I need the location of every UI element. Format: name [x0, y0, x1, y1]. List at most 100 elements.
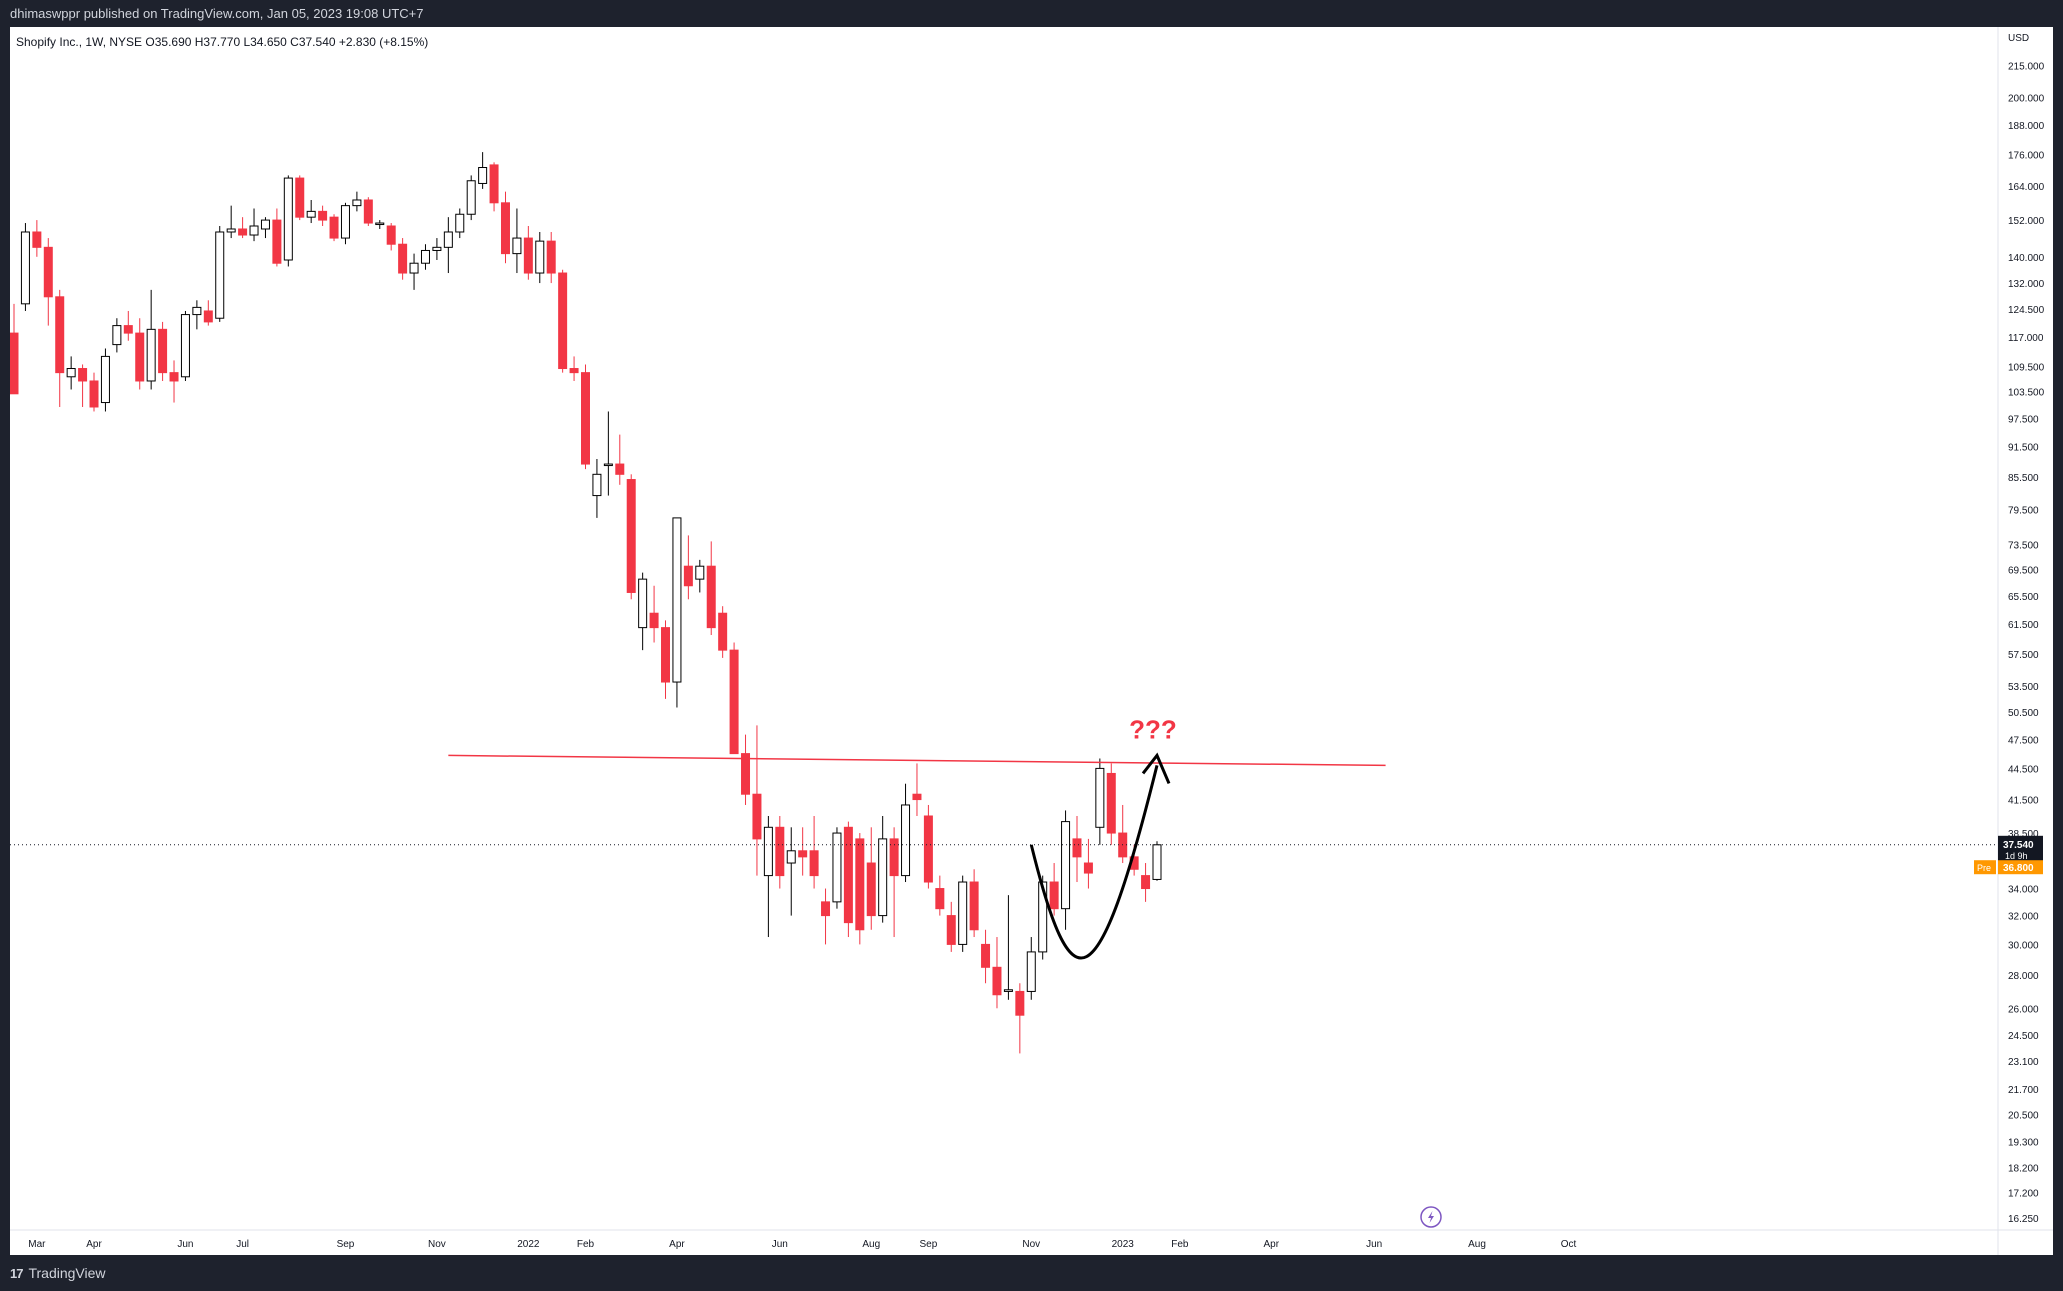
- candle-body: [752, 793, 762, 840]
- time-axis[interactable]: Mar Apr Jun Jul Sep Nov 2022 Feb Apr Jun Aug Sep Nov…: [10, 1229, 2053, 1250]
- candle-body: [1083, 862, 1093, 874]
- candle-body: [912, 793, 922, 801]
- curved-arrow-path[interactable]: [1029, 765, 1159, 960]
- resistance-trend-line[interactable]: [448, 754, 1386, 767]
- candle-body: [775, 826, 785, 877]
- candle-body: [809, 850, 819, 877]
- candle-body: [889, 838, 899, 877]
- time-label: Feb: [577, 1239, 595, 1250]
- candles-layer: [9, 152, 1162, 1054]
- candle-body: [1141, 875, 1151, 890]
- candle-body: [535, 240, 545, 274]
- price-tick-label: 124.500: [2008, 305, 2045, 316]
- candle-body: [1049, 881, 1059, 910]
- candle-body: [592, 473, 602, 497]
- candle-body: [283, 177, 293, 261]
- price-tick-label: 140.000: [2008, 253, 2045, 264]
- candle-body: [843, 826, 853, 924]
- candle-body: [100, 355, 110, 404]
- candle-body: [43, 246, 53, 298]
- time-label: Apr: [86, 1239, 102, 1250]
- candle-body: [649, 612, 659, 629]
- price-tick-label: 17.200: [2008, 1189, 2039, 1200]
- candle-body: [455, 213, 465, 233]
- price-tick-label: 23.100: [2008, 1057, 2039, 1068]
- candle-body: [958, 881, 968, 945]
- pre-price-badge: [1998, 860, 2043, 875]
- pre-market-tag: [1974, 860, 1996, 875]
- candle-body: [443, 231, 453, 248]
- time-label: Oct: [1561, 1239, 1577, 1250]
- overlay-layer: ???: [10, 714, 1998, 960]
- candle-body: [55, 296, 65, 374]
- candle-body: [798, 850, 808, 858]
- candle-body: [1003, 989, 1013, 992]
- candle-body: [638, 578, 648, 629]
- countdown-label: 1d 9h: [2005, 851, 2028, 861]
- candle-body: [741, 753, 751, 795]
- candle-body: [546, 240, 556, 274]
- candle-body: [683, 565, 693, 587]
- candle-body: [66, 368, 76, 378]
- price-tick-label: 117.000: [2008, 333, 2044, 344]
- price-tick-label: 164.000: [2008, 182, 2045, 193]
- candle-body: [169, 372, 179, 382]
- candle-body: [146, 328, 156, 382]
- tradingview-logo-icon: 17: [10, 1265, 24, 1281]
- price-tick-label: 132.000: [2008, 279, 2045, 290]
- price-scale[interactable]: USD 215.000 200.000 188.000 176.000 164.000 1…: [1974, 27, 2045, 1255]
- candle-body: [409, 262, 419, 274]
- candle-body: [135, 332, 145, 382]
- price-tick-label: 28.000: [2008, 971, 2039, 982]
- footer-brand: TradingView: [28, 1265, 106, 1281]
- time-label: Jul: [236, 1239, 249, 1250]
- time-label: Feb: [1171, 1239, 1189, 1250]
- time-label: Apr: [1264, 1239, 1280, 1250]
- candle-body: [375, 222, 385, 226]
- chart-svg[interactable]: Shopify Inc., 1W, NYSE O35.690 H37.770 L…: [9, 27, 2053, 1255]
- candle-body: [901, 804, 911, 877]
- price-tick-label: 85.500: [2008, 473, 2039, 484]
- price-tick-label: 200.000: [2008, 94, 2045, 105]
- lightning-icon[interactable]: [1420, 1206, 1442, 1228]
- arrow-head-icon: [1141, 752, 1171, 784]
- price-tick-label: 18.200: [2008, 1163, 2039, 1174]
- price-tick-label: 47.500: [2008, 735, 2039, 746]
- price-tick-label: 176.000: [2008, 151, 2045, 162]
- price-tick-label: 57.500: [2008, 650, 2039, 661]
- price-tick-label: 188.000: [2008, 121, 2045, 132]
- price-tick-label: 215.000: [2008, 61, 2045, 72]
- time-label: 2023: [1112, 1239, 1135, 1250]
- candle-body: [821, 901, 831, 917]
- candle-body: [489, 164, 499, 204]
- candle-body: [420, 249, 430, 264]
- candle-body: [729, 649, 739, 755]
- candle-body: [1015, 990, 1025, 1016]
- price-tick-label: 69.500: [2008, 565, 2039, 576]
- question-text[interactable]: ???: [1129, 714, 1177, 744]
- candle-body: [512, 237, 522, 255]
- candle-body: [695, 565, 705, 580]
- candle-body: [466, 180, 476, 215]
- chart-legend: Shopify Inc., 1W, NYSE O35.690 H37.770 L…: [16, 35, 428, 49]
- candle-body: [763, 826, 773, 877]
- candle-body: [1106, 772, 1116, 834]
- candle-body: [615, 463, 625, 475]
- candle-body: [329, 216, 339, 239]
- candle-body: [523, 237, 533, 274]
- time-label: Nov: [1022, 1239, 1040, 1250]
- candle-body: [180, 314, 190, 378]
- candle-body: [923, 815, 933, 883]
- candle-body: [9, 332, 19, 395]
- published-line: dhimaswppr published on TradingView.com,…: [10, 6, 424, 21]
- candle-body: [1095, 767, 1105, 828]
- candle-body: [215, 231, 225, 319]
- time-label: Aug: [862, 1239, 880, 1250]
- price-tick-label: 41.500: [2008, 796, 2039, 807]
- candle-body: [500, 202, 510, 255]
- chart-panel[interactable]: Shopify Inc., 1W, NYSE O35.690 H37.770 L…: [9, 27, 2053, 1255]
- candle-body: [946, 915, 956, 945]
- candle-body: [992, 966, 1002, 996]
- time-label: Jun: [1366, 1239, 1382, 1250]
- time-label: Jun: [772, 1239, 788, 1250]
